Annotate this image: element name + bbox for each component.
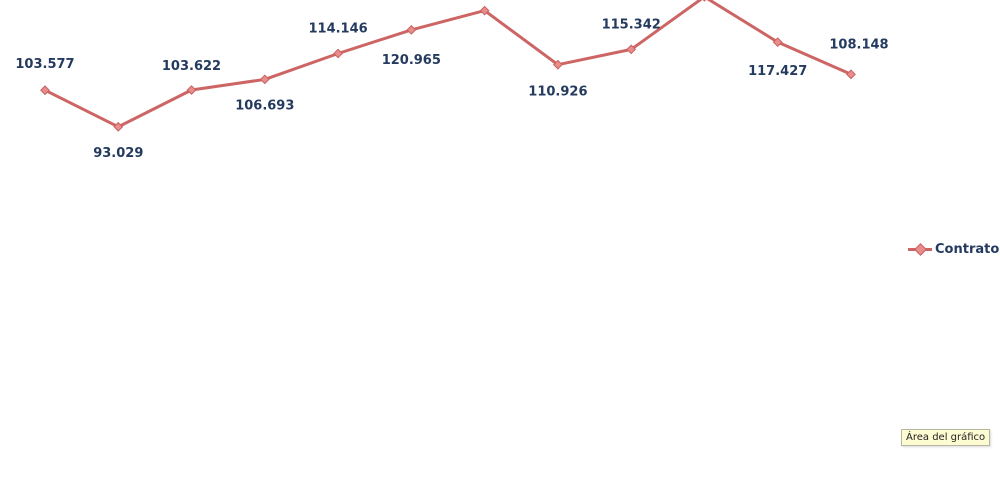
data-label-4: 106.693 xyxy=(235,98,294,113)
data-label-8: 110.926 xyxy=(528,85,587,100)
data-point-2[interactable] xyxy=(113,121,124,132)
data-label-2: 93.029 xyxy=(93,146,143,161)
legend-label-contratos: Contratos xyxy=(935,241,1000,257)
data-point-1[interactable] xyxy=(40,85,50,96)
data-label-11: 117.427 xyxy=(748,64,807,79)
data-label-5: 114.146 xyxy=(308,22,367,37)
data-point-5[interactable] xyxy=(333,48,343,59)
data-label-6: 120.965 xyxy=(382,53,441,68)
chart-area-tooltip: Área del gráfico xyxy=(901,429,991,446)
data-point-12[interactable] xyxy=(846,69,856,80)
data-label-3: 103.622 xyxy=(162,59,221,74)
data-label-9: 115.342 xyxy=(602,17,661,32)
legend: Contratos xyxy=(908,240,1000,258)
data-point-7[interactable] xyxy=(479,5,490,16)
data-label-12: 108.148 xyxy=(829,37,888,52)
legend-marker-icon xyxy=(908,242,932,256)
data-point-9[interactable] xyxy=(626,44,637,55)
data-point-3[interactable] xyxy=(186,85,197,95)
series-line-contratos xyxy=(44,0,852,129)
data-point-8[interactable] xyxy=(552,59,563,70)
data-point-10[interactable] xyxy=(700,0,708,2)
data-point-6[interactable] xyxy=(406,24,417,35)
data-point-11[interactable] xyxy=(772,37,783,48)
data-point-4[interactable] xyxy=(259,74,270,85)
data-label-1: 103.577 xyxy=(15,57,74,72)
